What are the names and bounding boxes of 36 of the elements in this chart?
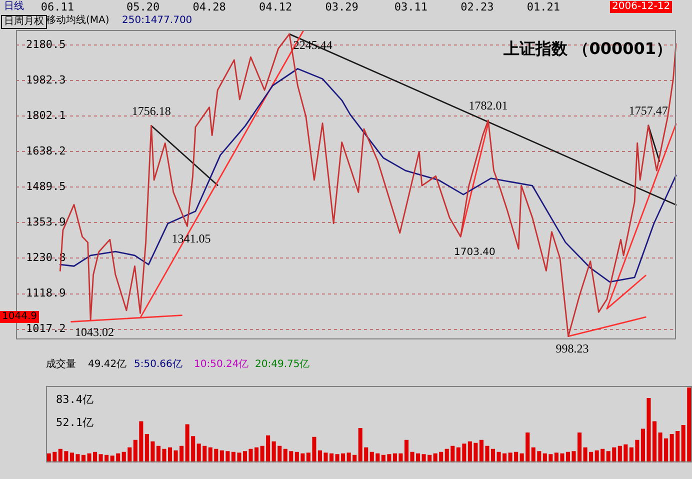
- y-tick-label: 1489.5: [26, 180, 66, 193]
- x-tick-label: 02.23: [460, 0, 494, 14]
- x-tick-label: 04.28: [192, 0, 226, 14]
- y-tick-label: 1017.2: [26, 322, 66, 336]
- y-tick-label: 1802.1: [26, 108, 66, 122]
- data-label: 1757.47: [628, 104, 668, 118]
- data-label: 1756.18: [132, 104, 171, 118]
- y-tick-label: 52.1亿: [56, 416, 94, 430]
- annotation: 1044.9: [0, 311, 39, 323]
- text: 上证指数 （000001）: [502, 39, 672, 58]
- x-tick-label: 03.11: [394, 0, 428, 14]
- data-label: 1043.02: [75, 325, 114, 340]
- text: 10:50.24亿: [193, 359, 250, 371]
- x-tick-label: 04.12: [259, 0, 292, 14]
- text: 49.42亿: [87, 359, 128, 371]
- y-tick-label: 1982.3: [26, 73, 66, 86]
- data-label: 1782.01: [468, 98, 508, 112]
- data-label: 998.23: [556, 341, 589, 356]
- x-tick-label: 01.21: [526, 0, 560, 14]
- x-tick-label: 06.11: [40, 0, 74, 14]
- annotation: 1703.40: [453, 247, 496, 259]
- y-tick-label: 1353.9: [26, 216, 66, 229]
- text: 250:1477.700: [121, 15, 194, 27]
- y-tick-label: 1118.9: [26, 286, 66, 300]
- y-tick-label: 1638.2: [26, 144, 66, 158]
- y-tick-label: 83.4亿: [56, 392, 94, 406]
- text: 成交量: [45, 359, 77, 371]
- text: 5:50.66亿: [133, 359, 184, 371]
- x-tick-label: 03.29: [325, 0, 358, 14]
- text: 2006-12-12: [610, 1, 672, 13]
- text: 20:49.75亿: [254, 359, 311, 371]
- x-tick-label: 05.20: [126, 0, 160, 14]
- text: 移动均线(MA): [45, 15, 110, 27]
- y-tick-label: 2180.5: [26, 38, 66, 51]
- text: 日周月权: [1, 15, 47, 29]
- text: 日线: [3, 1, 25, 13]
